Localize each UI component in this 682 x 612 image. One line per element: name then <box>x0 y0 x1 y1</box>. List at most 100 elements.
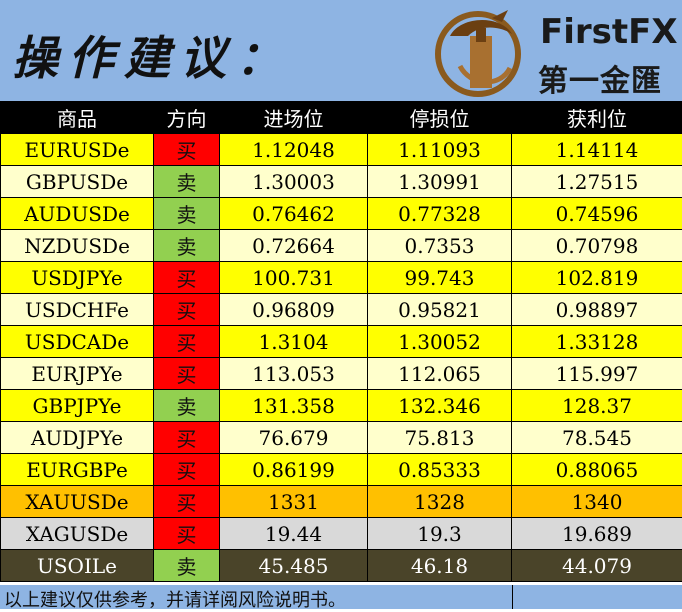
header-banner: 操作建议： FirstFX 第一金匯 <box>0 0 682 101</box>
direction-cell: 卖 <box>154 390 220 422</box>
brand-name-cn: 第一金匯 <box>538 56 662 100</box>
take-profit-cell: 78.545 <box>512 422 682 454</box>
symbol-cell: USDCHFe <box>1 294 154 326</box>
symbol-cell: NZDUSDe <box>1 230 154 262</box>
take-profit-cell: 0.70798 <box>512 230 682 262</box>
take-profit-cell: 102.819 <box>512 262 682 294</box>
take-profit-cell: 0.88065 <box>512 454 682 486</box>
entry-cell: 1331 <box>220 486 368 518</box>
direction-cell: 卖 <box>154 198 220 230</box>
table-header-row: 商品 方向 进场位 停损位 获利位 <box>1 102 682 134</box>
stop-loss-cell: 1.30052 <box>368 326 512 358</box>
take-profit-cell: 1.33128 <box>512 326 682 358</box>
symbol-cell: GBPUSDe <box>1 166 154 198</box>
take-profit-cell: 0.74596 <box>512 198 682 230</box>
stop-loss-cell: 75.813 <box>368 422 512 454</box>
take-profit-cell: 44.079 <box>512 550 682 582</box>
column-header-entry: 进场位 <box>220 102 368 134</box>
page-title: 操作建议： <box>12 22 292 88</box>
disclaimer-text: 以上建议仅供参考，并请详阅风险说明书。 <box>4 586 346 612</box>
direction-cell: 买 <box>154 326 220 358</box>
symbol-cell: USDJPYe <box>1 262 154 294</box>
entry-cell: 19.44 <box>220 518 368 550</box>
stop-loss-cell: 99.743 <box>368 262 512 294</box>
entry-cell: 0.86199 <box>220 454 368 486</box>
dragon-emblem-icon <box>430 6 530 98</box>
footer-blank-cell <box>512 585 682 609</box>
take-profit-cell: 128.37 <box>512 390 682 422</box>
direction-cell: 买 <box>154 134 220 166</box>
entry-cell: 76.679 <box>220 422 368 454</box>
stop-loss-cell: 46.18 <box>368 550 512 582</box>
take-profit-cell: 1.27515 <box>512 166 682 198</box>
entry-cell: 0.72664 <box>220 230 368 262</box>
symbol-cell: AUDUSDe <box>1 198 154 230</box>
entry-cell: 1.3104 <box>220 326 368 358</box>
column-header-direction: 方向 <box>154 102 220 134</box>
direction-cell: 卖 <box>154 230 220 262</box>
symbol-cell: EURUSDe <box>1 134 154 166</box>
direction-cell: 买 <box>154 294 220 326</box>
stop-loss-cell: 0.77328 <box>368 198 512 230</box>
stop-loss-cell: 132.346 <box>368 390 512 422</box>
take-profit-cell: 0.98897 <box>512 294 682 326</box>
entry-cell: 45.485 <box>220 550 368 582</box>
brand-name-en: FirstFX <box>540 12 678 52</box>
entry-cell: 131.358 <box>220 390 368 422</box>
symbol-cell: EURGBPe <box>1 454 154 486</box>
direction-cell: 买 <box>154 454 220 486</box>
stop-loss-cell: 1328 <box>368 486 512 518</box>
symbol-cell: USOILe <box>1 550 154 582</box>
entry-cell: 0.76462 <box>220 198 368 230</box>
symbol-cell: GBPJPYe <box>1 390 154 422</box>
direction-cell: 买 <box>154 518 220 550</box>
entry-cell: 1.12048 <box>220 134 368 166</box>
stop-loss-cell: 1.11093 <box>368 134 512 166</box>
disclaimer-bar: 以上建议仅供参考，并请详阅风险说明书。 <box>0 585 682 609</box>
direction-cell: 买 <box>154 358 220 390</box>
column-header-stop: 停损位 <box>368 102 512 134</box>
stop-loss-cell: 112.065 <box>368 358 512 390</box>
entry-cell: 0.96809 <box>220 294 368 326</box>
direction-cell: 买 <box>154 422 220 454</box>
entry-cell: 100.731 <box>220 262 368 294</box>
take-profit-cell: 115.997 <box>512 358 682 390</box>
direction-cell: 买 <box>154 486 220 518</box>
direction-cell: 买 <box>154 262 220 294</box>
symbol-cell: XAGUSDe <box>1 518 154 550</box>
take-profit-cell: 1340 <box>512 486 682 518</box>
column-header-target: 获利位 <box>512 102 682 134</box>
symbol-cell: USDCADe <box>1 326 154 358</box>
brand-logo: FirstFX 第一金匯 <box>430 6 680 98</box>
entry-cell: 113.053 <box>220 358 368 390</box>
stop-loss-cell: 19.3 <box>368 518 512 550</box>
stop-loss-cell: 0.7353 <box>368 230 512 262</box>
direction-cell: 卖 <box>154 166 220 198</box>
direction-cell: 卖 <box>154 550 220 582</box>
take-profit-cell: 19.689 <box>512 518 682 550</box>
column-header-symbol: 商品 <box>1 102 154 134</box>
stop-loss-cell: 0.95821 <box>368 294 512 326</box>
stop-loss-cell: 1.30991 <box>368 166 512 198</box>
symbol-cell: EURJPYe <box>1 358 154 390</box>
symbol-cell: XAUUSDe <box>1 486 154 518</box>
symbol-cell: AUDJPYe <box>1 422 154 454</box>
stop-loss-cell: 0.85333 <box>368 454 512 486</box>
entry-cell: 1.30003 <box>220 166 368 198</box>
